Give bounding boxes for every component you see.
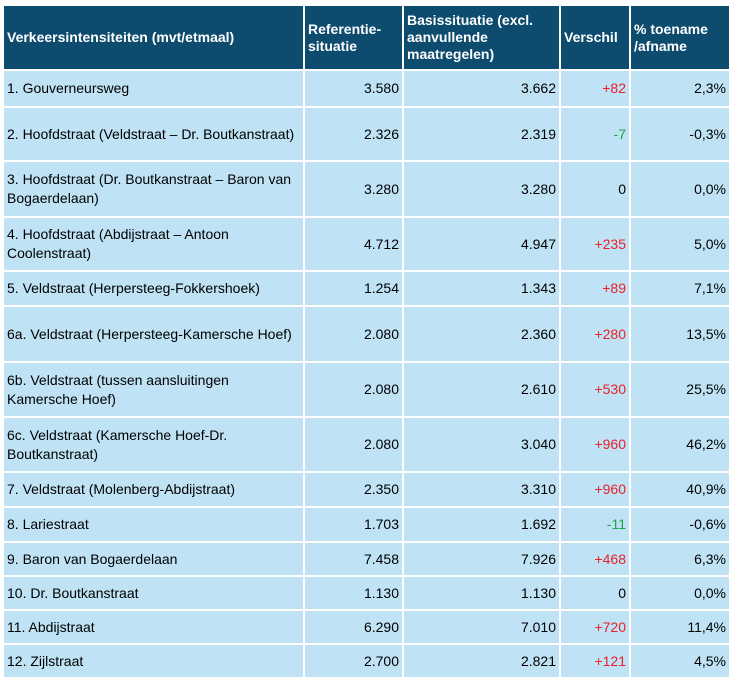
table-row: 10. Dr. Boutkanstraat 1.130 1.130 0 0,0% [4,576,729,611]
cell-verschil: +89 [560,271,631,307]
table-body: 1. Gouverneursweg 3.580 3.662 +82 2,3% 2. Hoo… [4,70,729,679]
cell-road-name: 3. Hoofdstraat (Dr. Boutkanstraat – Baro… [4,161,305,218]
cell-verschil: +280 [560,306,631,363]
cell-road-name: 1. Gouverneursweg [4,70,305,108]
cell-referentie: 1.254 [304,271,404,307]
cell-basis: 2.821 [403,644,561,679]
cell-percentage: 25,5% [630,362,729,418]
cell-road-name: 12. Zijlstraat [4,644,305,679]
header-row: Verkeersintensiteiten (mvt/etmaal) Refer… [4,6,729,71]
cell-road-name: 2. Hoofdstraat (Veldstraat – Dr. Boutkan… [4,107,305,162]
cell-referentie: 1.130 [304,576,404,611]
header-verschil: Verschil [560,6,631,71]
header-road: Verkeersintensiteiten (mvt/etmaal) [4,6,305,71]
cell-verschil: +530 [560,362,631,418]
cell-verschil: +82 [560,70,631,108]
traffic-intensity-table: Verkeersintensiteiten (mvt/etmaal) Refer… [4,6,729,679]
cell-basis: 4.947 [403,217,561,272]
table-row: 9. Baron van Bogaerdelaan 7.458 7.926 +468 6… [4,542,729,577]
cell-percentage: 13,5% [630,306,729,363]
cell-percentage: 4,5% [630,644,729,679]
cell-basis: 2.360 [403,306,561,363]
cell-road-name: 6b. Veldstraat (tussen aansluitingen Kam… [4,362,305,418]
cell-road-name: 9. Baron van Bogaerdelaan [4,542,305,577]
header-percentage: % toename /afname [630,6,729,71]
cell-basis: 1.130 [403,576,561,611]
table-row: 3. Hoofdstraat (Dr. Boutkanstraat – Baro… [4,161,729,218]
cell-referentie: 2.700 [304,644,404,679]
cell-basis: 3.040 [403,417,561,473]
table-row: 2. Hoofdstraat (Veldstraat – Dr. Boutkan… [4,107,729,162]
cell-percentage: -0,6% [630,507,729,543]
cell-road-name: 6c. Veldstraat (Kamersche Hoef-Dr. Boutk… [4,417,305,473]
table-header: Verkeersintensiteiten (mvt/etmaal) Refer… [4,6,729,71]
cell-referentie: 7.458 [304,542,404,577]
cell-basis: 7.010 [403,610,561,645]
cell-verschil: +468 [560,542,631,577]
cell-referentie: 4.712 [304,217,404,272]
cell-verschil: +720 [560,610,631,645]
header-basis: Basissituatie (excl. aanvullende maatreg… [403,6,561,71]
cell-verschil: +960 [560,417,631,473]
cell-road-name: 4. Hoofdstraat (Abdijstraat – Antoon Coo… [4,217,305,272]
cell-verschil: +235 [560,217,631,272]
table-row: 4. Hoofdstraat (Abdijstraat – Antoon Coo… [4,217,729,272]
cell-percentage: 11,4% [630,610,729,645]
cell-basis: 2.610 [403,362,561,418]
cell-verschil: +960 [560,472,631,508]
cell-referentie: 3.280 [304,161,404,218]
cell-road-name: 6a. Veldstraat (Herpersteeg-Kamersche Ho… [4,306,305,363]
cell-percentage: 6,3% [630,542,729,577]
cell-basis: 3.662 [403,70,561,108]
header-referentie: Referentie-situatie [304,6,404,71]
cell-verschil: -11 [560,507,631,543]
cell-road-name: 10. Dr. Boutkanstraat [4,576,305,611]
cell-basis: 1.343 [403,271,561,307]
cell-percentage: 2,3% [630,70,729,108]
cell-basis: 2.319 [403,107,561,162]
cell-referentie: 2.326 [304,107,404,162]
cell-referentie: 3.580 [304,70,404,108]
cell-percentage: -0,3% [630,107,729,162]
cell-basis: 1.692 [403,507,561,543]
cell-road-name: 5. Veldstraat (Herpersteeg-Fokkershoek) [4,271,305,307]
cell-percentage: 0,0% [630,161,729,218]
cell-basis: 7.926 [403,542,561,577]
table-row: 11. Abdijstraat 6.290 7.010 +720 11,4% [4,610,729,645]
cell-referentie: 2.080 [304,417,404,473]
cell-verschil: 0 [560,576,631,611]
cell-basis: 3.280 [403,161,561,218]
table-row: 5. Veldstraat (Herpersteeg-Fokkershoek) 1… [4,271,729,307]
cell-verschil: 0 [560,161,631,218]
cell-basis: 3.310 [403,472,561,508]
cell-percentage: 5,0% [630,217,729,272]
cell-referentie: 2.080 [304,362,404,418]
cell-referentie: 2.080 [304,306,404,363]
cell-percentage: 7,1% [630,271,729,307]
table-row: 6a. Veldstraat (Herpersteeg-Kamersche Ho… [4,306,729,363]
table-row: 12. Zijlstraat 2.700 2.821 +121 4,5% [4,644,729,679]
table-row: 6b. Veldstraat (tussen aansluitingen Kam… [4,362,729,418]
cell-road-name: 7. Veldstraat (Molenberg-Abdijstraat) [4,472,305,508]
table-row: 7. Veldstraat (Molenberg-Abdijstraat) 2.3… [4,472,729,508]
cell-referentie: 2.350 [304,472,404,508]
cell-verschil: -7 [560,107,631,162]
cell-road-name: 8. Lariestraat [4,507,305,543]
cell-percentage: 46,2% [630,417,729,473]
table-row: 1. Gouverneursweg 3.580 3.662 +82 2,3% [4,70,729,108]
cell-referentie: 6.290 [304,610,404,645]
cell-verschil: +121 [560,644,631,679]
cell-percentage: 40,9% [630,472,729,508]
cell-percentage: 0,0% [630,576,729,611]
cell-referentie: 1.703 [304,507,404,543]
table-row: 6c. Veldstraat (Kamersche Hoef-Dr. Boutk… [4,417,729,473]
table-row: 8. Lariestraat 1.703 1.692 -11 -0,6% [4,507,729,543]
cell-road-name: 11. Abdijstraat [4,610,305,645]
